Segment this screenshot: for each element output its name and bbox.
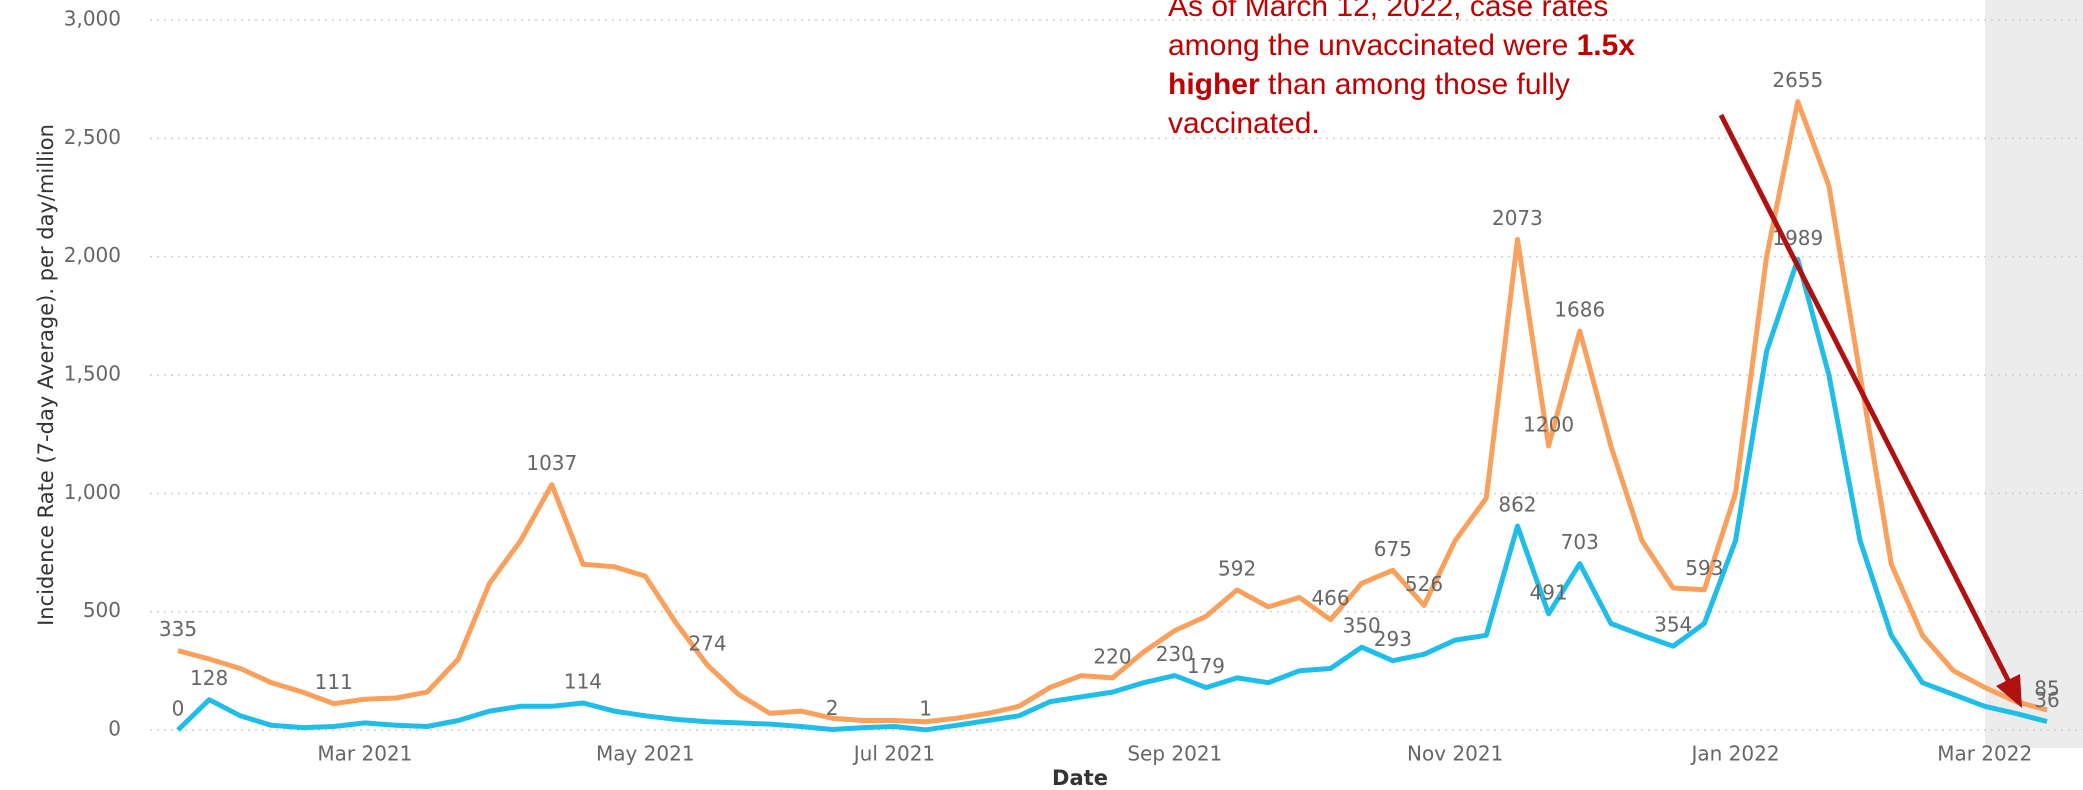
data-label: 1686 xyxy=(1554,297,1605,321)
x-tick-label: Mar 2021 xyxy=(317,742,412,766)
y-tick-label: 3,000 xyxy=(64,7,121,31)
data-label: 862 xyxy=(1498,492,1536,516)
data-label: 592 xyxy=(1218,556,1256,580)
data-label: 128 xyxy=(190,666,228,690)
data-label: 230 xyxy=(1156,642,1194,666)
y-tick-label: 1,000 xyxy=(64,480,121,504)
data-label: 293 xyxy=(1374,627,1412,651)
data-label: 703 xyxy=(1561,530,1599,554)
y-tick-label: 2,000 xyxy=(64,243,121,267)
x-axis-title: Date xyxy=(1052,766,1108,790)
x-tick-label: May 2021 xyxy=(596,742,695,766)
x-tick-label: Jan 2022 xyxy=(1689,742,1779,766)
data-label: 1 xyxy=(919,696,932,720)
data-label: 675 xyxy=(1374,537,1412,561)
data-label: 111 xyxy=(315,670,353,694)
annotation: vaccinated. xyxy=(1168,107,1320,140)
data-label: 354 xyxy=(1654,613,1692,637)
y-tick-label: 2,500 xyxy=(64,125,121,149)
series-line xyxy=(177,99,2048,725)
data-label: 220 xyxy=(1093,644,1131,668)
data-label: 350 xyxy=(1343,614,1381,638)
data-label: 114 xyxy=(564,670,602,694)
annotation: higher than among those fully xyxy=(1168,68,1570,101)
x-tick-label: Sep 2021 xyxy=(1127,742,1222,766)
data-label: 1037 xyxy=(526,451,577,475)
annotation: As of March 12, 2022, case rates xyxy=(1168,0,1608,23)
y-tick-label: 500 xyxy=(83,598,121,622)
x-tick-label: Nov 2021 xyxy=(1407,742,1503,766)
data-label: 0 xyxy=(172,697,185,721)
data-label: 526 xyxy=(1405,572,1443,596)
data-label: 491 xyxy=(1530,580,1568,604)
y-tick-label: 1,500 xyxy=(64,362,121,386)
data-label: 2073 xyxy=(1492,206,1543,230)
data-label: 335 xyxy=(159,617,197,641)
data-label: 85 xyxy=(2034,676,2059,700)
data-label: 466 xyxy=(1311,586,1349,610)
data-label: 36 xyxy=(2034,688,2059,712)
x-tick-label: Mar 2022 xyxy=(1937,742,2032,766)
shaded-region xyxy=(1985,0,2083,748)
arrow-head xyxy=(1996,674,2022,708)
series-line xyxy=(176,256,2048,733)
data-label: 179 xyxy=(1187,654,1225,678)
annotation: among the unvaccinated were 1.5x xyxy=(1168,29,1635,62)
y-axis-title: Incidence Rate (7-day Average). per day/… xyxy=(34,124,58,626)
data-label: 2655 xyxy=(1772,68,1823,92)
data-label: 593 xyxy=(1685,556,1723,580)
arrow xyxy=(1718,113,2013,686)
y-tick-label: 0 xyxy=(108,717,121,741)
data-label: 274 xyxy=(688,632,726,656)
data-label: 2 xyxy=(826,696,839,720)
x-tick-label: Jul 2021 xyxy=(852,742,935,766)
data-label: 1200 xyxy=(1523,413,1574,437)
